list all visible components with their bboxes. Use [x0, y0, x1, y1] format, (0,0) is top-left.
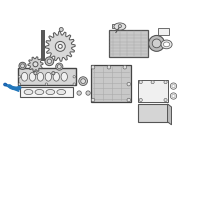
Circle shape — [91, 65, 95, 69]
Circle shape — [52, 72, 55, 75]
Circle shape — [18, 83, 21, 85]
Bar — [109, 30, 148, 57]
Circle shape — [45, 57, 54, 66]
Ellipse shape — [161, 40, 172, 49]
Circle shape — [19, 62, 26, 69]
Circle shape — [59, 28, 63, 31]
Bar — [20, 87, 73, 97]
Polygon shape — [168, 104, 172, 125]
Circle shape — [170, 83, 177, 89]
Bar — [112, 24, 124, 28]
Bar — [18, 68, 76, 85]
Circle shape — [34, 72, 37, 75]
Ellipse shape — [45, 72, 52, 81]
Circle shape — [79, 77, 87, 86]
Circle shape — [21, 64, 25, 68]
Circle shape — [73, 83, 75, 85]
Ellipse shape — [46, 89, 55, 95]
Polygon shape — [28, 57, 43, 72]
Circle shape — [107, 65, 111, 69]
Circle shape — [172, 94, 175, 98]
Circle shape — [81, 79, 86, 84]
Circle shape — [149, 35, 165, 51]
Circle shape — [172, 85, 175, 88]
Ellipse shape — [163, 42, 170, 47]
Circle shape — [164, 81, 167, 84]
Circle shape — [170, 93, 177, 99]
Circle shape — [55, 41, 65, 51]
Circle shape — [127, 98, 131, 102]
Bar — [138, 104, 168, 122]
Circle shape — [4, 83, 6, 86]
Circle shape — [58, 44, 62, 48]
Circle shape — [77, 91, 81, 95]
Circle shape — [139, 81, 142, 84]
Ellipse shape — [21, 72, 28, 81]
Bar — [138, 80, 168, 102]
Bar — [91, 65, 131, 102]
Ellipse shape — [61, 72, 67, 81]
Circle shape — [164, 98, 167, 102]
Circle shape — [127, 82, 131, 86]
Circle shape — [47, 59, 52, 63]
Ellipse shape — [114, 23, 126, 30]
Circle shape — [123, 65, 127, 69]
Circle shape — [57, 65, 61, 69]
Circle shape — [86, 91, 90, 95]
Circle shape — [152, 39, 161, 48]
Circle shape — [73, 76, 75, 78]
Bar — [158, 28, 169, 35]
Circle shape — [56, 63, 63, 70]
Circle shape — [33, 62, 38, 67]
Ellipse shape — [37, 72, 44, 81]
Polygon shape — [45, 31, 75, 61]
Circle shape — [139, 98, 142, 102]
Ellipse shape — [35, 89, 44, 95]
Ellipse shape — [24, 89, 33, 95]
Ellipse shape — [29, 72, 36, 81]
Circle shape — [18, 76, 21, 78]
Ellipse shape — [53, 72, 59, 81]
Circle shape — [151, 81, 154, 84]
Circle shape — [91, 98, 95, 102]
Circle shape — [45, 83, 48, 85]
Ellipse shape — [57, 89, 66, 95]
Circle shape — [118, 25, 121, 28]
